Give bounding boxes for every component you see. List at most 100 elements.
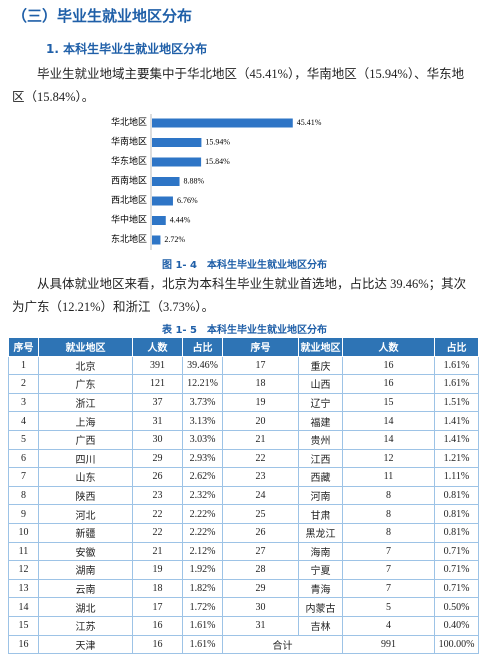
category-label: 东北地区 [111,233,147,244]
bar [152,177,180,186]
value-label: 8.88% [184,176,205,185]
table-cell: 17 [222,355,299,376]
table-cell: 18 [132,578,183,599]
subheading: 1. 本科生毕业生就业地区分布 [46,42,208,56]
header-cell: 就业地区 [298,337,343,357]
table-cell: 湖南 [38,560,133,580]
table-cell: 22 [132,504,183,524]
header-cell: 占比 [182,337,223,357]
table-cell: 2.62% [182,467,223,487]
table-cell: 8 [8,485,39,506]
category-label: 西南地区 [111,175,147,186]
header-row: 序号 就业地区 人数 占比 序号 就业地区 人数 占比 [8,337,479,357]
table-cell: 19 [222,392,299,413]
table-cell: 20 [222,411,299,431]
table-cell: 100.00% [434,634,479,654]
table-row: 4 上海 31 3.13% 20 福建 14 1.41% [8,411,479,431]
table-cell: 24 [222,485,299,506]
table-cell: 广西 [38,429,133,450]
table-cell: 2.12% [182,541,223,562]
table-cell: 21 [132,541,183,562]
table-cell: 7 [342,560,435,580]
table-cell: 西藏 [298,467,343,487]
bar [152,235,161,245]
table-cell: 9 [8,504,39,524]
table-cell: 5 [8,429,39,450]
table-row: 3 浙江 37 3.73% 19 辽宁 15 1.51% [8,392,479,413]
paragraph: 从具体就业地区来看，北京为本科生毕业生就业首选地，占比达 39.46%；其次为广… [12,277,467,314]
table-cell: 上海 [38,411,133,431]
table-row: 7 山东 26 2.62% 23 西藏 11 1.11% [8,467,479,487]
header-cell: 序号 [222,337,299,357]
table-row: 9 河北 22 2.22% 25 甘肃 8 0.81% [8,504,479,524]
table-cell: 福建 [298,411,343,431]
table-cell: 1.82% [182,578,223,599]
table-cell: 11 [342,467,435,487]
table-cell: 13 [8,578,39,599]
table-cell: 1.92% [182,560,223,580]
table-cell: 7 [342,578,435,599]
header-cell: 占比 [434,337,479,357]
table-cell: 7 [8,467,39,487]
table-cell: 4 [8,411,39,431]
table-cell: 16 [132,634,183,654]
table-cell: 合计 [222,634,343,654]
bar [152,216,166,225]
value-label: 2.72% [164,235,185,244]
table-cell: 0.40% [434,615,479,636]
table-cell: 0.81% [434,485,479,506]
table-cell: 27 [222,541,299,562]
figure-caption: 图 1- 4 本科生毕业生就业地区分布 [161,260,328,271]
table-cell: 四川 [38,448,133,469]
table-cell: 河南 [298,485,343,506]
header-cell: 序号 [8,337,39,357]
table-cell: 安徽 [38,541,133,562]
table-cell: 内蒙古 [298,597,343,617]
category-label: 华中地区 [111,214,147,225]
table-cell: 1.41% [434,429,479,450]
table-cell: 1.21% [434,448,479,469]
table-row: 10 新疆 22 2.22% 26 黑龙江 8 0.81% [8,522,479,543]
table-cell: 重庆 [298,355,343,376]
table-cell: 3.03% [182,429,223,450]
table-cell: 1.11% [434,467,479,487]
bar [152,118,293,128]
table-cell: 广东 [38,374,133,394]
table-row: 6 四川 29 2.93% 22 江西 12 1.21% [8,448,479,469]
table-cell: 浙江 [38,392,133,413]
header-cell: 人数 [132,337,183,357]
table-row: 16 天津 16 1.61% 合计 991 100.00% [8,634,479,654]
table-cell: 6 [8,448,39,469]
table-cell: 吉林 [298,615,343,636]
table-cell: 1.61% [434,355,479,376]
table-cell: 16 [8,634,39,654]
table-cell: 8 [342,485,435,506]
table-cell: 14 [8,597,39,617]
table-cell: 14 [342,429,435,450]
paragraph: 毕业生就业地域主要集中于华北地区（45.41%），华南地区（15.94%）、华东… [12,67,465,104]
table-cell: 12 [8,560,39,580]
table-cell: 29 [132,448,183,469]
table-row: 8 陕西 23 2.32% 24 河南 8 0.81% [8,485,479,506]
table-cell: 1 [8,355,39,376]
table-cell: 8 [342,504,435,524]
table-cell: 16 [342,355,435,376]
table-caption: 表 1- 5 本科生毕业生就业地区分布 [161,325,328,336]
table-cell: 天津 [38,634,133,654]
table-row: 12 湖南 19 1.92% 28 宁夏 7 0.71% [8,560,479,580]
bar [152,157,202,167]
table-cell: 江西 [298,448,343,469]
heading: （三）毕业生就业地区分布 [12,7,193,25]
table-cell: 3 [8,392,39,413]
value-label: 6.76% [177,196,198,205]
table-cell: 2.22% [182,522,223,543]
table-cell: 1.61% [434,374,479,394]
table-cell: 山西 [298,374,343,394]
table-cell: 新疆 [38,522,133,543]
table-cell: 121 [132,374,183,394]
table-cell: 黑龙江 [298,522,343,543]
table-cell: 23 [222,467,299,487]
value-label: 45.41% [297,118,322,127]
table-row: 14 湖北 17 1.72% 30 内蒙古 5 0.50% [8,597,479,617]
table-cell: 云南 [38,578,133,599]
